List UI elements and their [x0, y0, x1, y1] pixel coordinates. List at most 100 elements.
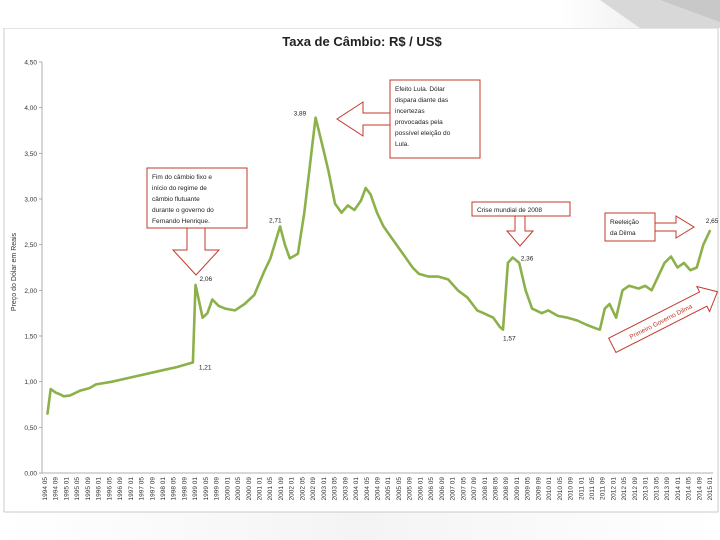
x-tick-label: 2003 01: [321, 477, 328, 501]
annotation-text-fim-cambio: Fim do câmbio fixo e início do regime de…: [152, 174, 214, 225]
x-tick-label: 2011 09: [600, 477, 607, 500]
x-tick-label: 2008 05: [492, 477, 499, 501]
x-tick-label: 2001 09: [278, 477, 285, 501]
annotation-line: Fernando Henrique.: [152, 218, 210, 225]
annotation-text-crise-mundial: Crise mundial de 2008: [477, 207, 542, 214]
data-label: 2,06: [199, 276, 212, 283]
y-axis-label: Preço do Dólar em Reais: [11, 232, 18, 311]
y-tick-label: 4,50: [24, 60, 37, 67]
x-tick-label: 2000 05: [235, 477, 242, 501]
x-tick-label: 1995 01: [63, 477, 70, 501]
annotation-line: início do regime de: [152, 185, 207, 192]
y-tick-group: 0,00 0,50 1,00 1,50 2,00 2,50 3,00 3,50 4,00 4,50: [24, 60, 42, 478]
x-tick-label: 2011 01: [578, 477, 585, 500]
series-line-brl-usd: [46, 116, 712, 415]
x-tick-label: 1998 05: [171, 477, 178, 501]
x-tick-label: 2006 05: [428, 477, 435, 501]
x-tick-label: 2005 09: [407, 477, 414, 501]
annotation-line: durante o governo do: [152, 207, 214, 214]
x-tick-label: 2010 01: [546, 477, 553, 501]
x-tick-label: 2000 01: [224, 477, 231, 501]
x-tick-group: 1994 05 1994 09 1995 01 1995 05 1995 09 1996 …: [42, 477, 714, 501]
x-tick-label: 2013 05: [653, 477, 660, 501]
x-tick-label: 2007 01: [450, 477, 457, 501]
x-tick-label: 1994 05: [42, 477, 49, 501]
x-tick-label: 2006 01: [417, 477, 424, 501]
x-tick-label: 1997 01: [128, 477, 135, 501]
exchange-rate-chart: Taxa de Câmbio: R$ / US$ 0,00 0,50 1,00 1,5…: [3, 28, 719, 513]
x-tick-label: 1999 01: [192, 477, 199, 501]
annotation-box-fim-cambio: [146, 167, 248, 229]
annotation-arrow-down-fim-cambio: [171, 227, 221, 276]
x-tick-label: 1998 09: [181, 477, 188, 501]
x-tick-label: 2012 05: [621, 477, 628, 501]
data-label: 1,21: [199, 364, 212, 371]
x-tick-label: 2000 09: [246, 477, 253, 501]
footer-band: [0, 512, 720, 540]
x-tick-label: 2004 01: [353, 477, 360, 501]
x-tick-label: 2008 09: [503, 477, 510, 501]
annotation-box-efeito-lula: [389, 79, 481, 159]
x-tick-label: 2004 05: [364, 477, 371, 501]
x-tick-label: 1996 05: [106, 477, 113, 501]
x-tick-label: 2012 01: [610, 477, 617, 501]
x-tick-label: 2014 01: [675, 477, 682, 501]
annotation-arrow-down-crise: [505, 215, 535, 247]
x-tick-label: 2013 09: [664, 477, 671, 501]
annotation-line: possível eleição do: [395, 130, 451, 137]
y-tick-label: 3,50: [24, 151, 37, 158]
x-tick-label: 2005 05: [396, 477, 403, 501]
annotation-arrow-right-reeleicao: [654, 215, 695, 239]
y-tick-label: 1,00: [24, 379, 37, 386]
x-tick-label: 1994 09: [53, 477, 60, 501]
x-tick-label: 1995 09: [85, 477, 92, 501]
x-tick-label: 1996 01: [96, 477, 103, 501]
data-label: 3,89: [294, 111, 307, 118]
annotation-line: Efeito Lula. Dólar: [395, 86, 446, 93]
x-tick-label: 2002 01: [289, 477, 296, 501]
annotation-line: câmbio flutuante: [152, 196, 200, 203]
x-tick-label: 1996 09: [117, 477, 124, 501]
x-tick-label: 2001 01: [257, 477, 264, 501]
y-tick-label: 0,50: [24, 425, 37, 432]
header-decoration: [600, 0, 720, 28]
chart-frame: [3, 28, 719, 513]
y-tick-label: 0,00: [24, 471, 37, 478]
x-tick-label: 2011 05: [589, 477, 596, 500]
x-tick-label: 1997 05: [139, 477, 146, 501]
x-tick-label: 1995 05: [74, 477, 81, 501]
annotation-line: Fim do câmbio fixo e: [152, 174, 212, 181]
annotation-line: provocadas pela: [395, 119, 443, 126]
x-tick-label: 2014 09: [696, 477, 703, 501]
x-tick-label: 2002 05: [299, 477, 306, 501]
data-label: 2,36: [521, 255, 534, 262]
x-tick-label: 1999 09: [214, 477, 221, 501]
x-tick-label: 2009 05: [525, 477, 532, 501]
y-tick-label: 4,00: [24, 105, 37, 112]
x-tick-label: 2008 01: [482, 477, 489, 501]
x-tick-label: 1999 05: [203, 477, 210, 501]
x-tick-label: 2001 05: [267, 477, 274, 501]
y-tick-label: 2,50: [24, 242, 37, 249]
annotation-arrow-left-efeito-lula: [336, 101, 391, 137]
y-tick-label: 3,00: [24, 197, 37, 204]
data-label: 2,65: [706, 218, 719, 225]
annotation-box-reeleicao: [604, 212, 656, 242]
x-tick-label: 2013 01: [643, 477, 650, 501]
x-tick-label: 1997 09: [149, 477, 156, 501]
x-tick-label: 2009 01: [514, 477, 521, 501]
data-label: 1,57: [503, 336, 516, 343]
x-tick-label: 1998 01: [160, 477, 167, 501]
annotation-line: Lula.: [395, 141, 409, 148]
x-tick-label: 2010 09: [568, 477, 575, 501]
annotation-text-efeito-lula: Efeito Lula. Dólar dispara diante das in…: [395, 86, 451, 148]
x-tick-label: 2004 09: [375, 477, 382, 501]
y-tick-label: 2,00: [24, 288, 37, 295]
annotation-arrow-shape-primeiro-governo: [608, 285, 719, 354]
x-tick-label: 2007 09: [471, 477, 478, 501]
x-tick-label: 2006 09: [439, 477, 446, 501]
x-tick-label: 2003 05: [332, 477, 339, 501]
x-tick-label: 2014 05: [686, 477, 693, 501]
x-tick-label: 2007 05: [460, 477, 467, 501]
y-tick-label: 1,50: [24, 334, 37, 341]
